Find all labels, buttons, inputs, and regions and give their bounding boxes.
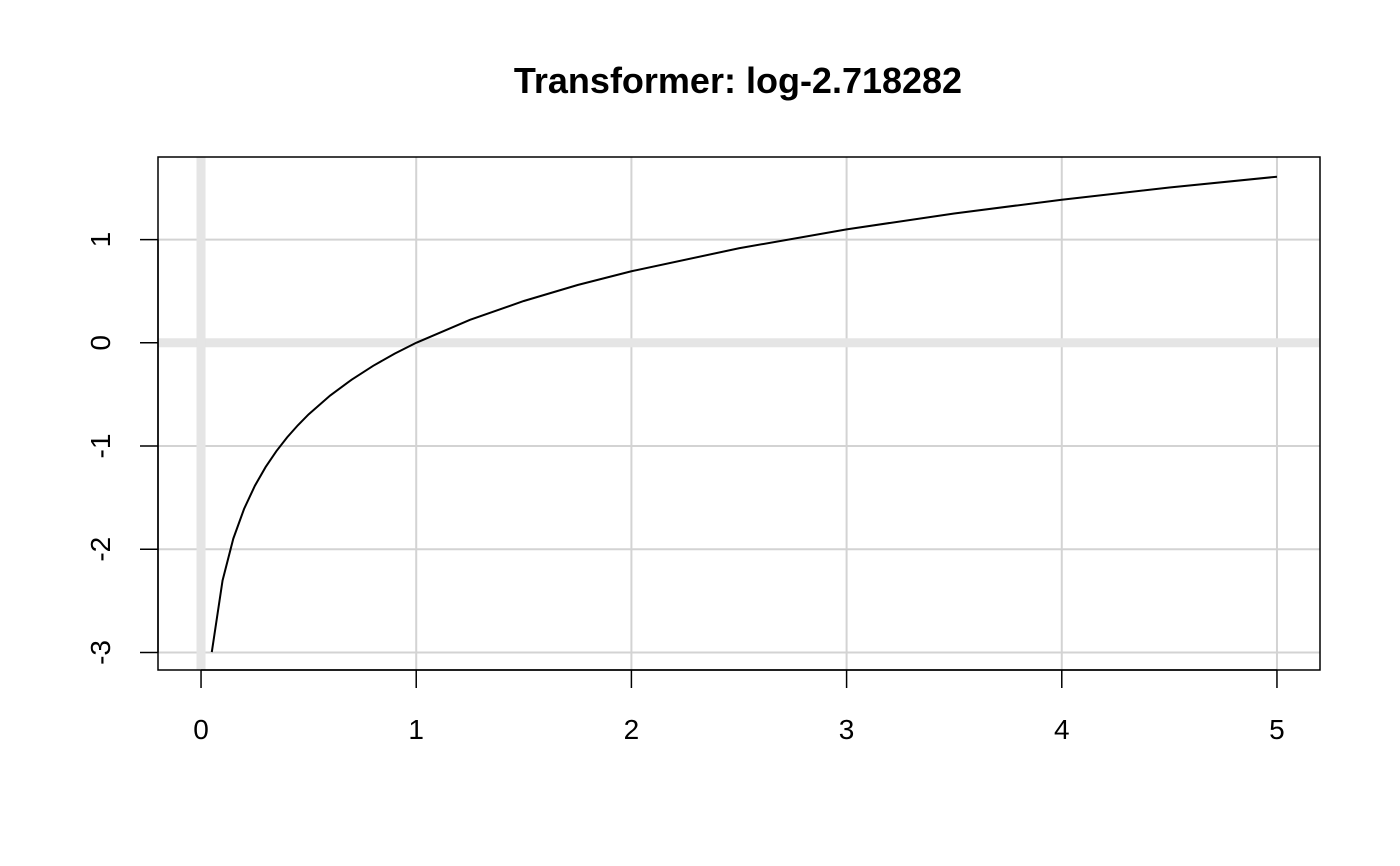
x-tick-label: 0 <box>193 714 209 745</box>
y-tick-label: 1 <box>85 232 116 248</box>
x-tick-label: 2 <box>624 714 640 745</box>
reference-lines <box>158 157 1320 670</box>
x-axis: 0 1 2 3 4 5 <box>193 669 1285 745</box>
x-tick-label: 1 <box>408 714 424 745</box>
x-tick-label: 4 <box>1054 714 1070 745</box>
y-tick-label: -2 <box>85 537 116 562</box>
x-tick-label: 3 <box>839 714 855 745</box>
plot-frame <box>157 156 1321 671</box>
chart-title: Transformer: log-2.718282 <box>514 60 962 101</box>
y-axis: -3 -2 -1 0 1 <box>85 232 159 665</box>
x-tick-label: 5 <box>1269 714 1285 745</box>
grid <box>158 157 1320 670</box>
series-line-0 <box>210 175 1278 653</box>
y-tick-label: -3 <box>85 640 116 665</box>
y-tick-label: 0 <box>85 335 116 351</box>
series-layer <box>210 175 1278 653</box>
y-tick-label: -1 <box>85 434 116 459</box>
